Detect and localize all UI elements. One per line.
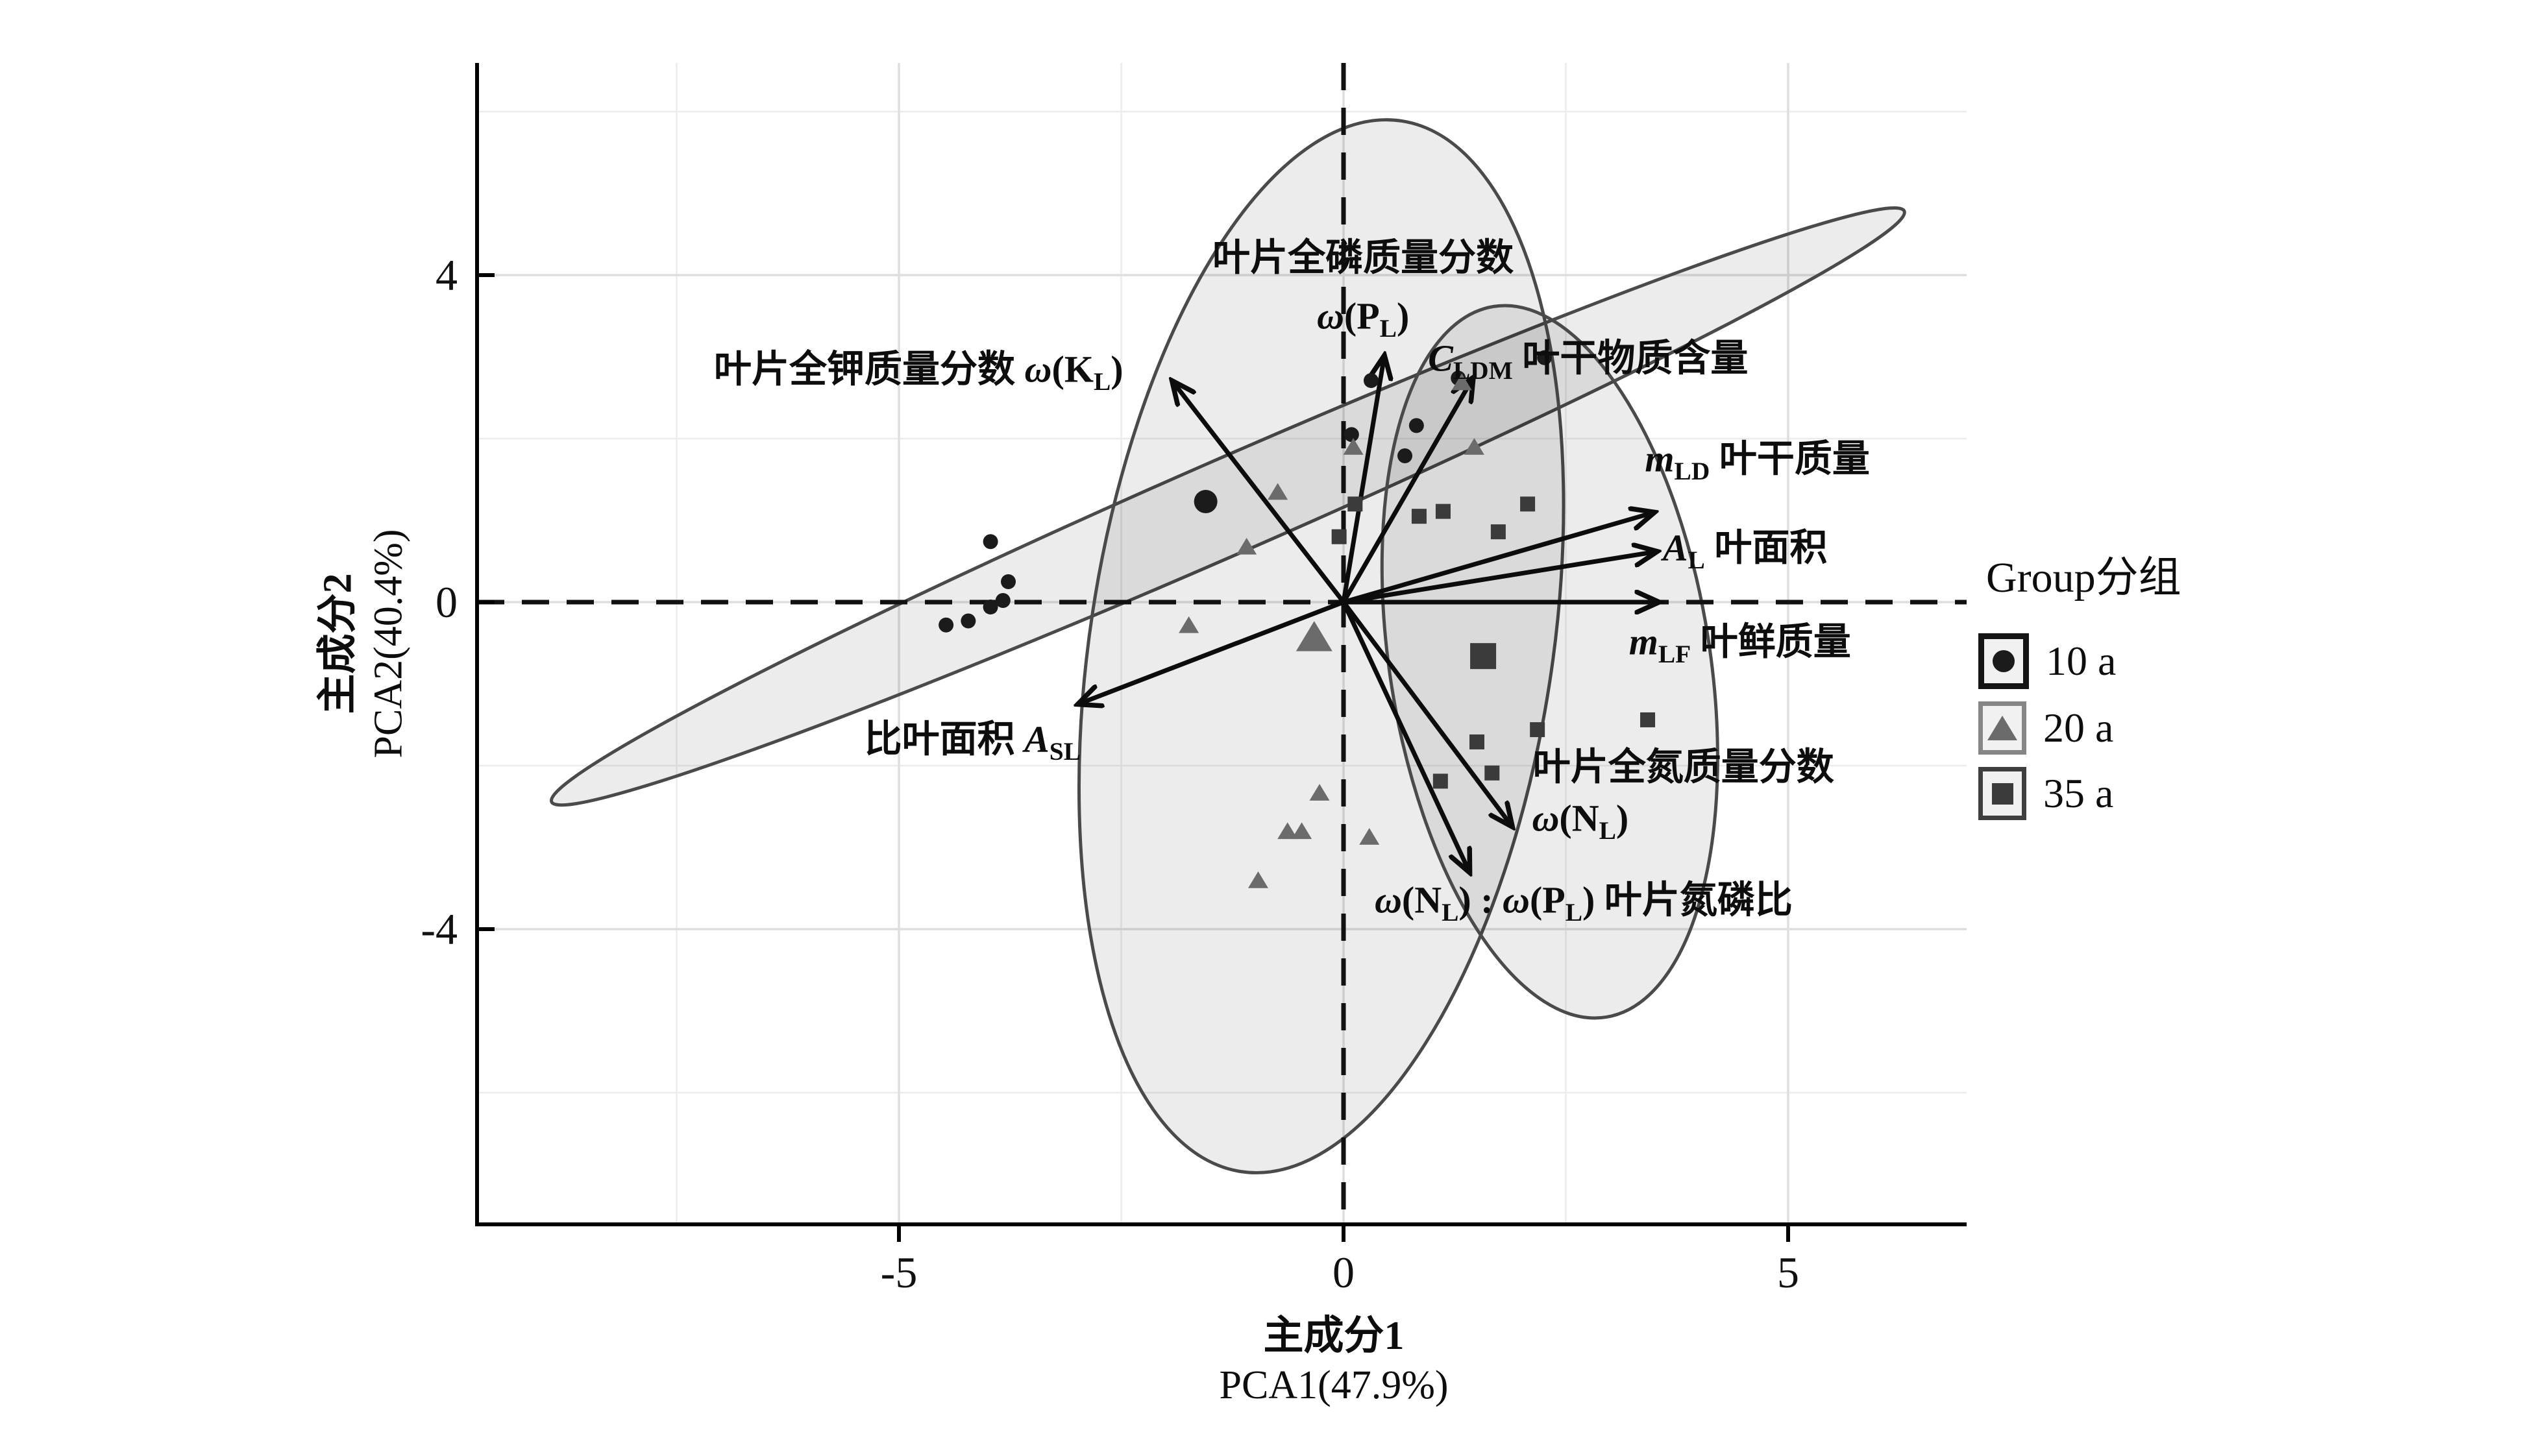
point-10a: [961, 613, 976, 629]
point-10a: [995, 592, 1011, 608]
point-20a: [1268, 483, 1288, 500]
point-20a: [1309, 784, 1330, 801]
confidence-ellipse-35a: [1380, 304, 1719, 1020]
point-35a: [1520, 496, 1536, 512]
point-35a: [1432, 773, 1448, 789]
y-axis-title: 主成分2 PCA2(40.4%): [313, 529, 414, 758]
x-axis-title-zh: 主成分1: [1263, 1314, 1405, 1358]
point-20a: [1343, 438, 1364, 455]
legend-item-10a: 10 a: [1978, 633, 2181, 689]
point-20a: [1277, 822, 1298, 840]
label-MLF: mLF 叶鲜质量: [1628, 620, 1851, 668]
x-tick-label: -5: [880, 1248, 918, 1297]
label-AL: AL 叶面积: [1662, 526, 1828, 574]
legend-title: Group分组: [1986, 554, 2181, 601]
y-axis-title-en: PCA2(40.4%): [366, 529, 410, 758]
legend-item-label: 10 a: [2046, 638, 2117, 684]
point-20a: [1247, 871, 1268, 888]
label-CLDM: CLDM 叶干物质含量: [1428, 337, 1749, 385]
y-axis-title-zh: 主成分2: [315, 573, 360, 714]
square-marker-icon: [1978, 767, 2026, 820]
square-glyph: [1991, 783, 2013, 805]
point-10a: [983, 534, 998, 550]
point-35a: [1640, 712, 1656, 727]
point-35a: [1411, 509, 1427, 524]
point-35a: [1484, 765, 1500, 781]
loading-arrow-NP-ratio: [1341, 601, 1470, 873]
loading-arrow-A-SL: [1077, 600, 1345, 705]
point-10a: [1001, 574, 1016, 589]
x-tick-label: 5: [1777, 1248, 1799, 1297]
point-20a: [1464, 438, 1484, 455]
y-tick-label: 4: [436, 250, 458, 300]
point-35a: [1469, 734, 1484, 749]
point-10a: [1397, 448, 1413, 463]
loading-arrow-omega-KL: [1172, 381, 1345, 604]
legend: Group分组 10 a 20 a 35 a: [1978, 542, 2181, 832]
label-NL-sym: ω(NL): [1532, 797, 1629, 845]
label-MLD: mLD 叶干质量: [1645, 437, 1870, 485]
point-10a: [1363, 373, 1379, 389]
point-10a: [1344, 427, 1359, 443]
y-tick-label: 0: [436, 577, 458, 627]
loading-arrow-omega-PL: [1341, 355, 1384, 603]
centroid-20a: [1296, 621, 1333, 651]
loading-arrow-A-L: [1343, 552, 1658, 605]
x-tick-label: 0: [1333, 1248, 1355, 1297]
point-10a: [1408, 418, 1424, 433]
point-20a: [1451, 373, 1472, 391]
loading-arrow-C-LDM: [1341, 378, 1473, 603]
point-35a: [1435, 504, 1451, 519]
legend-item-20a: 20 a: [1978, 701, 2181, 755]
label-NP: ω(NL) : ω(PL) 叶片氮磷比: [1374, 879, 1793, 927]
point-35a: [1490, 524, 1506, 540]
legend-items: 10 a 20 a 35 a: [1978, 633, 2181, 820]
loading-arrow-m-LD: [1343, 512, 1655, 605]
loading-arrow-omega-NL: [1342, 600, 1512, 827]
label-KL: 叶片全钾质量分数 ω(KL): [714, 348, 1124, 396]
triangle-marker-icon: [1978, 701, 2026, 755]
legend-item-35a: 35 a: [1978, 767, 2181, 820]
point-35a: [1530, 722, 1545, 738]
y-tick-label: -4: [421, 904, 458, 954]
label-ASL: 比叶面积 ASL: [864, 718, 1081, 766]
point-20a: [1292, 822, 1312, 840]
point-20a: [1236, 537, 1257, 555]
circle-glyph: [1993, 650, 2015, 672]
point-20a: [1179, 616, 1199, 633]
triangle-glyph: [1987, 716, 2017, 740]
circle-marker-icon: [1978, 633, 2029, 689]
x-axis-title-en: PCA1(47.9%): [1219, 1363, 1449, 1407]
point-20a: [1359, 828, 1380, 845]
label-PL-zh: 叶片全磷质量分数: [1212, 236, 1514, 279]
point-10a: [1537, 350, 1553, 365]
label-NL-zh: 叶片全氮质量分数: [1532, 746, 1834, 788]
point-35a: [1331, 529, 1347, 544]
legend-item-label: 20 a: [2043, 705, 2114, 751]
centroid-35a: [1470, 643, 1497, 670]
legend-item-label: 35 a: [2043, 770, 2114, 816]
point-35a: [1347, 496, 1363, 512]
label-PL-sym: ω(PL): [1316, 295, 1410, 343]
point-10a: [983, 600, 998, 615]
x-axis-title: 主成分1 PCA1(47.9%): [1219, 1312, 1448, 1410]
point-10a: [939, 617, 954, 633]
centroid-10a: [1194, 490, 1218, 514]
